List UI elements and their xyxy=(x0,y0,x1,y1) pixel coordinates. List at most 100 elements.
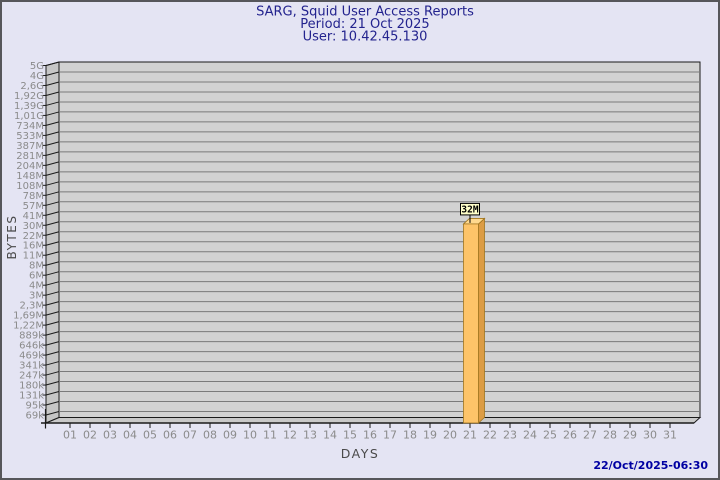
y-tick-label: 204M xyxy=(16,161,44,172)
y-tick-label: 469k xyxy=(19,351,44,362)
bar-value-label: 32M xyxy=(461,204,478,215)
y-tick-label: 3M xyxy=(29,291,44,302)
x-tick-label: 30 xyxy=(643,429,657,442)
y-tick-label: 30M xyxy=(23,221,44,232)
y-tick-label: 131k xyxy=(19,391,44,402)
x-tick-label: 18 xyxy=(403,429,417,442)
value-label-box xyxy=(460,202,480,216)
x-tick-label: 13 xyxy=(303,429,317,442)
y-tick-connector xyxy=(45,401,60,406)
y-tick-label: 1,01G xyxy=(14,111,44,122)
y-axis-ticks xyxy=(42,61,60,416)
x-tick-label: 20 xyxy=(443,429,457,442)
y-tick-label: 734M xyxy=(16,121,44,132)
x-tick-label: 14 xyxy=(323,429,337,442)
y-tick-connector xyxy=(45,241,60,246)
y-tick-label: 2,3M xyxy=(19,301,44,312)
x-tick-label: 28 xyxy=(603,429,617,442)
y-tick-label: 533M xyxy=(16,131,44,142)
y-tick-label: 1,39G xyxy=(14,101,44,112)
y-tick-label: 247k xyxy=(19,371,44,382)
y-tick-connector xyxy=(45,251,60,256)
y-tick-label: 16M xyxy=(23,241,44,252)
x-tick-label: 09 xyxy=(223,429,237,442)
x-tick-label: 22 xyxy=(483,429,497,442)
y-tick-connector xyxy=(45,61,60,66)
x-tick-label: 16 xyxy=(363,429,377,442)
y-axis-labels: 5G4G2,6G1,92G1,39G1,01G734M533M387M281M2… xyxy=(13,61,44,422)
chart-subtitle-user: User: 10.42.45.130 xyxy=(303,30,428,45)
y-tick-label: 281M xyxy=(16,151,44,162)
y-tick-connector xyxy=(45,191,60,196)
y-tick-connector xyxy=(45,351,60,356)
y-tick-connector xyxy=(45,341,60,346)
x-tick-label: 21 xyxy=(463,429,477,442)
y-tick-label: 69k xyxy=(25,411,44,422)
y-tick-label: 1,22M xyxy=(13,321,44,332)
y-tick-connector xyxy=(45,261,60,266)
y-axis-title: BYTES xyxy=(5,215,19,260)
y-tick-label: 180k xyxy=(19,381,44,392)
y-tick-label: 108M xyxy=(16,181,44,192)
y-tick-connector xyxy=(45,91,60,96)
chart-title: SARG, Squid User Access Reports xyxy=(256,5,474,20)
y-tick-label: 341k xyxy=(19,361,44,372)
x-tick-label: 17 xyxy=(383,429,397,442)
y-tick-label: 41M xyxy=(23,211,44,222)
y-tick-connector xyxy=(45,121,60,126)
y-tick-label: 4G xyxy=(30,71,44,82)
x-tick-label: 01 xyxy=(63,429,77,442)
x-tick-label: 08 xyxy=(203,429,217,442)
x-tick-label: 11 xyxy=(263,429,277,442)
y-tick-connector xyxy=(45,391,60,396)
y-tick-connector xyxy=(45,331,60,336)
generation-timestamp: 22/Oct/2025-06:30 xyxy=(593,459,708,472)
x-tick-label: 26 xyxy=(563,429,577,442)
plot-back-wall xyxy=(58,61,701,418)
y-tick-label: 889k xyxy=(19,331,44,342)
y-tick-connector xyxy=(45,281,60,286)
y-tick-connector xyxy=(45,361,60,366)
y-tick-connector xyxy=(45,181,60,186)
y-tick-connector xyxy=(45,221,60,226)
y-tick-connector xyxy=(45,291,60,296)
x-axis: 01 02 03 04 05 06 07 08 09 10 11 12 13 14 15 16 17 18 19 20… xyxy=(41,409,694,442)
y-tick-connector xyxy=(45,371,60,376)
y-tick-connector xyxy=(45,411,60,416)
bar-side-face xyxy=(478,217,485,424)
x-tick-label: 24 xyxy=(523,429,537,442)
y-tick-label: 4M xyxy=(29,281,44,292)
y-tick-label: 1,69M xyxy=(13,311,44,322)
y-tick-label: 5G xyxy=(30,61,44,72)
gridlines xyxy=(59,71,700,412)
y-tick-connector xyxy=(45,231,60,236)
x-tick-label: 02 xyxy=(83,429,97,442)
x-tick-label: 06 xyxy=(163,429,177,442)
y-tick-label: 95k xyxy=(25,401,44,412)
x-tick-label: 05 xyxy=(143,429,157,442)
y-tick-connector xyxy=(45,101,60,106)
y-tick-connector xyxy=(45,81,60,86)
y-tick-label: 8M xyxy=(29,261,44,272)
y-tick-connector xyxy=(45,151,60,156)
y-tick-label: 57M xyxy=(23,201,44,212)
y-tick-connector xyxy=(45,171,60,176)
y-tick-connector xyxy=(45,301,60,306)
y-tick-label: 11M xyxy=(23,251,44,262)
chart-subtitle-period: Period: 21 Oct 2025 xyxy=(300,17,429,32)
y-tick-label: 1,92G xyxy=(14,91,44,102)
x-tick-label: 23 xyxy=(503,429,517,442)
y-tick-connector xyxy=(45,271,60,276)
y-tick-connector xyxy=(45,201,60,206)
x-tick-label: 29 xyxy=(623,429,637,442)
y-tick-label: 148M xyxy=(16,171,44,182)
x-tick-label: 03 xyxy=(103,429,117,442)
y-tick-connector xyxy=(45,321,60,326)
y-tick-connector xyxy=(45,111,60,116)
y-tick-connector xyxy=(45,381,60,386)
y-tick-label: 646k xyxy=(19,341,44,352)
x-tick-label: 31 xyxy=(663,429,677,442)
